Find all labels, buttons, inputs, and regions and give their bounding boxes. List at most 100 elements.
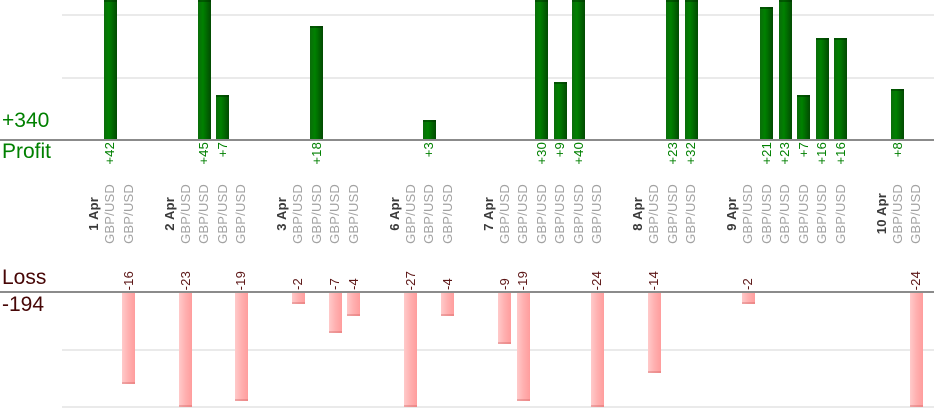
trade-value-label: -24: [906, 242, 926, 290]
trade-value-label-text: -24: [589, 270, 604, 290]
profit-bar: [572, 0, 585, 139]
symbol-label: GBP/USD: [288, 181, 308, 246]
trade-value-label-text: +21: [758, 142, 774, 165]
symbol-label: GBP/USD: [831, 181, 851, 246]
loss-bar: [122, 293, 135, 384]
symbol-label-text: GBP/USD: [589, 183, 604, 244]
symbol-label-text: GBP/USD: [533, 183, 549, 244]
loss-axis-title: Loss: [2, 266, 47, 289]
symbol-label-text: GBP/USD: [889, 183, 905, 244]
loss-gridline-minus20: [62, 406, 934, 408]
loss-bar: [292, 293, 305, 304]
date-label-text: 9 Apr: [724, 196, 739, 231]
trade-value-label-text: -9: [496, 278, 512, 290]
symbol-label-text: GBP/USD: [177, 183, 193, 244]
profit-bar: [797, 95, 810, 139]
trade-value-label-text: -4: [345, 278, 361, 290]
date-label-text: 7 Apr: [480, 196, 496, 231]
trade-value-label-text: +9: [552, 142, 567, 158]
symbol-label: GBP/USD: [812, 181, 832, 246]
trade-value-label-text: +3: [421, 142, 436, 158]
symbol-label-text: GBP/USD: [308, 183, 324, 244]
symbol-label-text: GBP/USD: [646, 183, 661, 244]
loss-bar: [648, 293, 661, 373]
trade-value-label: -19: [231, 242, 251, 290]
trade-value-label-text: +32: [683, 142, 698, 165]
profit-bar: [216, 95, 229, 139]
symbol-label-text: GBP/USD: [814, 183, 829, 244]
trade-value-label-text: +30: [533, 142, 549, 165]
symbol-label-text: GBP/USD: [552, 183, 567, 244]
symbol-label: GBP/USD: [344, 181, 364, 246]
symbol-label: GBP/USD: [307, 181, 327, 246]
trade-value-label-text: +7: [795, 142, 811, 158]
profit-bar: [198, 0, 211, 139]
profit-bar: [834, 38, 847, 139]
trade-value-label: -4: [438, 242, 458, 290]
symbol-label: GBP/USD: [532, 181, 552, 246]
loss-bar: [179, 293, 192, 407]
symbol-label-text: GBP/USD: [570, 183, 586, 244]
symbol-label: GBP/USD: [119, 181, 139, 246]
trade-value-label-text: +23: [777, 142, 792, 165]
profit-bar: [104, 0, 117, 139]
trade-value-label: -27: [401, 242, 421, 290]
trade-value-label-text: -19: [515, 270, 530, 290]
loss-bar: [235, 293, 248, 401]
loss-bar: [742, 293, 755, 304]
trade-value-label-text: -24: [908, 270, 923, 290]
symbol-label: GBP/USD: [569, 181, 589, 246]
date-label-text: 1 Apr: [86, 196, 101, 231]
trade-value-label: -23: [176, 242, 196, 290]
trade-value-label: -2: [738, 242, 758, 290]
symbol-label-text: GBP/USD: [515, 183, 530, 244]
trade-value-label-text: +23: [664, 142, 680, 165]
loss-bar: [347, 293, 360, 316]
date-label-text: 3 Apr: [274, 196, 289, 231]
profit-bar: [760, 7, 773, 139]
symbol-label: GBP/USD: [644, 181, 664, 246]
symbol-label: GBP/USD: [419, 181, 439, 246]
trade-value-label: -14: [644, 242, 664, 290]
symbol-label-text: GBP/USD: [214, 183, 230, 244]
symbol-label: GBP/USD: [194, 181, 214, 246]
symbol-label: GBP/USD: [681, 181, 701, 246]
loss-bar: [910, 293, 923, 407]
trade-value-label-text: +8: [889, 142, 905, 158]
loss-bar: [404, 293, 417, 407]
trade-value-label-text: -16: [120, 270, 136, 290]
loss-bar: [591, 293, 604, 407]
trade-value-label: -4: [344, 242, 364, 290]
symbol-label: GBP/USD: [775, 181, 795, 246]
symbol-label: GBP/USD: [513, 181, 533, 246]
symbol-label-text: GBP/USD: [908, 183, 923, 244]
symbol-label: GBP/USD: [401, 181, 421, 246]
symbol-label: GBP/USD: [495, 181, 515, 246]
symbol-label-text: GBP/USD: [664, 183, 680, 244]
profit-bar: [666, 0, 679, 139]
symbol-label-text: GBP/USD: [683, 183, 698, 244]
loss-baseline: [0, 291, 934, 293]
symbol-label-text: GBP/USD: [758, 183, 774, 244]
symbol-label-text: GBP/USD: [795, 183, 811, 244]
trade-value-label: -2: [288, 242, 308, 290]
trade-value-label-text: -27: [402, 270, 418, 290]
loss-bar: [517, 293, 530, 401]
trade-value-label-text: +18: [308, 142, 324, 165]
symbol-label: GBP/USD: [757, 181, 777, 246]
trade-value-label-text: -4: [439, 278, 455, 290]
symbol-label-text: GBP/USD: [777, 183, 792, 244]
trade-value-label-text: +42: [102, 142, 117, 165]
symbol-label: GBP/USD: [663, 181, 683, 246]
profit-baseline: [0, 139, 934, 141]
loss-total-value: -194: [2, 293, 45, 316]
trade-value-label-text: +7: [214, 142, 230, 158]
symbol-label: GBP/USD: [888, 181, 908, 246]
trade-value-label-text: +16: [814, 142, 829, 165]
symbol-label: GBP/USD: [794, 181, 814, 246]
trade-value-label: -19: [513, 242, 533, 290]
symbol-label: GBP/USD: [325, 181, 345, 246]
trade-value-label-text: -23: [177, 270, 193, 290]
